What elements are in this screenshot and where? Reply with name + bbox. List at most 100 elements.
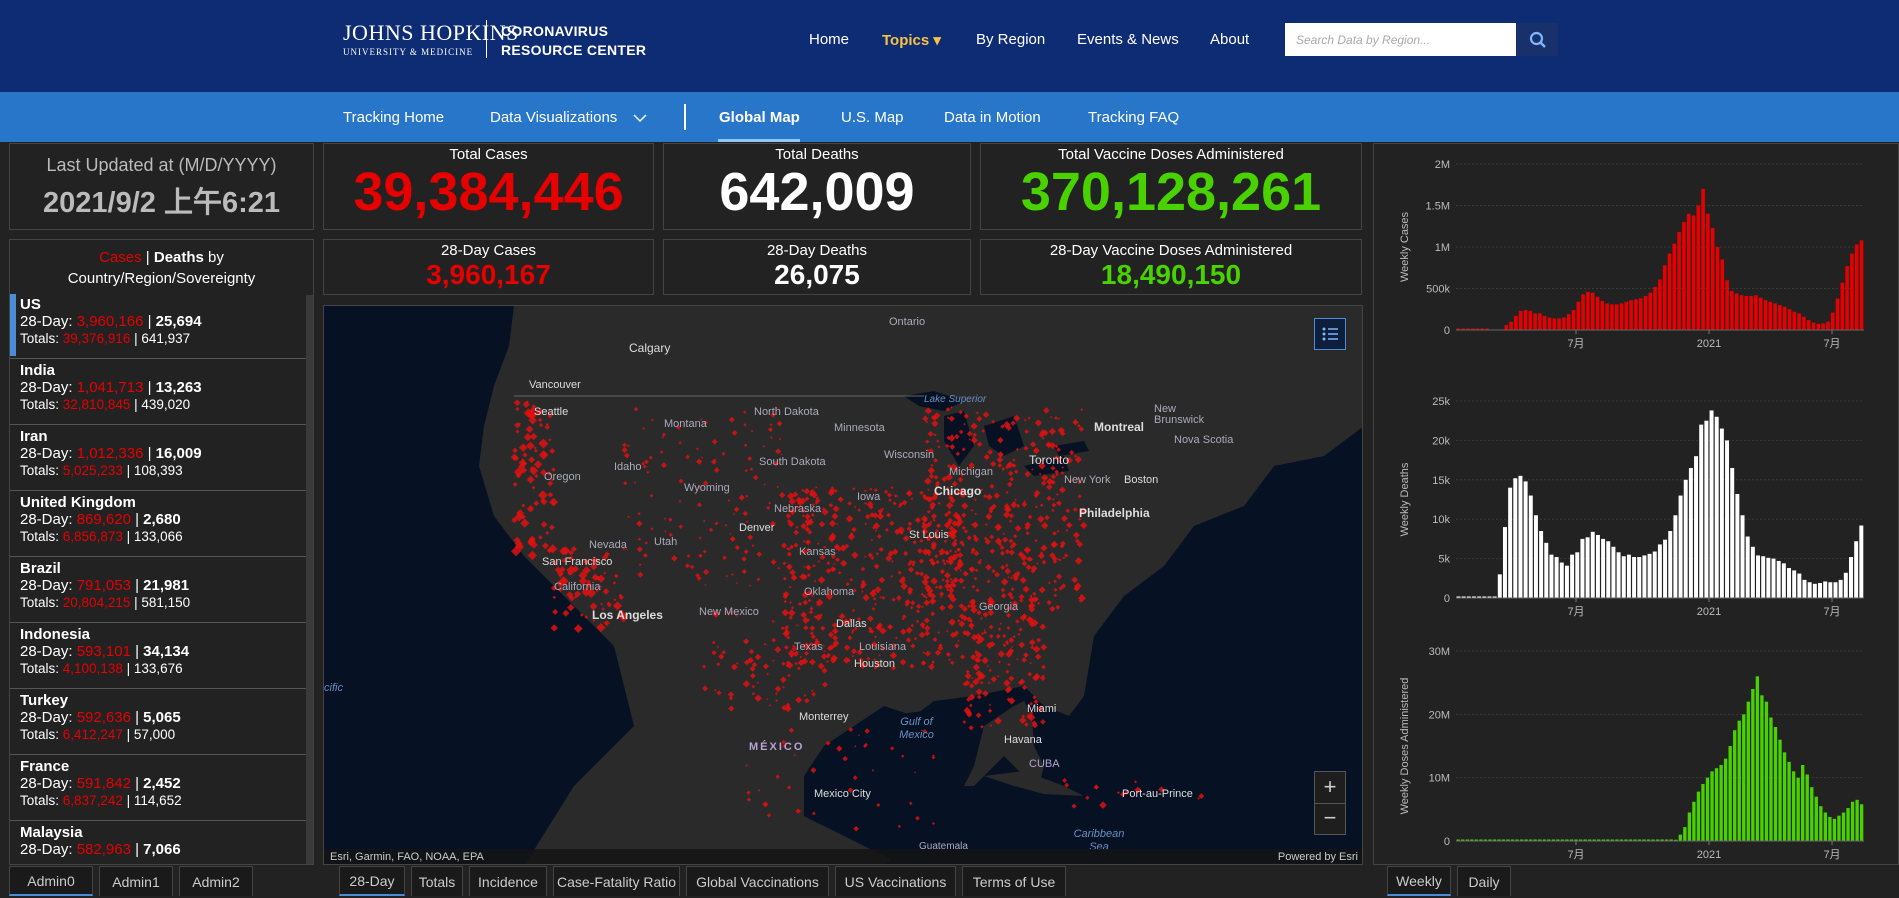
case-marker[interactable]	[907, 521, 913, 527]
chart-bar[interactable]	[1855, 799, 1859, 841]
case-marker[interactable]	[552, 560, 558, 566]
case-marker[interactable]	[802, 616, 810, 624]
case-marker[interactable]	[805, 564, 812, 571]
case-marker[interactable]	[816, 542, 820, 545]
search-button[interactable]	[1517, 23, 1558, 56]
case-marker[interactable]	[621, 446, 628, 454]
case-marker[interactable]	[1014, 469, 1019, 474]
chart-bar[interactable]	[1807, 582, 1812, 598]
chart-bar[interactable]	[1814, 796, 1818, 841]
map-canvas[interactable]	[324, 306, 1363, 865]
country-list-item[interactable]: Indonesia 28-Day: 593,101 | 34,134 Totals:…	[10, 623, 310, 689]
case-marker[interactable]	[830, 657, 837, 664]
case-marker[interactable]	[808, 609, 814, 615]
case-marker[interactable]	[922, 594, 927, 598]
chart-bar[interactable]	[1667, 253, 1672, 330]
case-marker[interactable]	[863, 489, 867, 493]
case-marker[interactable]	[782, 685, 785, 689]
case-marker[interactable]	[977, 560, 982, 565]
case-marker[interactable]	[774, 685, 782, 693]
case-marker[interactable]	[592, 619, 596, 623]
case-marker[interactable]	[721, 451, 726, 456]
subnav-data-visualizations[interactable]: Data Visualizations	[490, 109, 618, 126]
powered-by-esri[interactable]: Powered by Esri	[1277, 851, 1358, 863]
case-marker[interactable]	[948, 587, 955, 594]
case-marker[interactable]	[925, 596, 928, 599]
case-marker[interactable]	[1124, 790, 1130, 795]
case-marker[interactable]	[782, 576, 787, 581]
case-marker[interactable]	[864, 522, 868, 526]
chart-bar[interactable]	[1590, 531, 1595, 598]
case-marker[interactable]	[1011, 607, 1016, 612]
case-marker[interactable]	[832, 505, 840, 513]
subnav-us-map[interactable]: U.S. Map	[841, 109, 904, 126]
case-marker[interactable]	[887, 624, 892, 629]
case-marker[interactable]	[725, 575, 729, 578]
case-marker[interactable]	[1019, 598, 1024, 603]
tab-case-fatality-ratio[interactable]: Case-Fatality Ratio	[553, 866, 680, 896]
case-marker[interactable]	[618, 593, 623, 598]
chart-bar[interactable]	[1805, 774, 1809, 842]
case-marker[interactable]	[945, 652, 951, 657]
case-marker[interactable]	[525, 400, 529, 404]
case-marker[interactable]	[1010, 576, 1013, 580]
chart-bar[interactable]	[1705, 777, 1710, 841]
case-marker[interactable]	[952, 577, 959, 584]
case-marker[interactable]	[950, 406, 953, 409]
case-marker[interactable]	[1085, 795, 1090, 800]
case-marker[interactable]	[1017, 632, 1021, 636]
case-marker[interactable]	[1079, 507, 1088, 515]
case-marker[interactable]	[1006, 626, 1011, 630]
case-marker[interactable]	[1050, 479, 1056, 485]
case-marker[interactable]	[603, 571, 607, 575]
case-marker[interactable]	[908, 559, 913, 565]
chart-bar[interactable]	[1678, 495, 1683, 598]
chart-bar[interactable]	[1837, 815, 1841, 841]
case-marker[interactable]	[711, 650, 717, 656]
case-marker[interactable]	[558, 585, 563, 589]
case-marker[interactable]	[756, 551, 762, 557]
chart-bar[interactable]	[1733, 730, 1737, 841]
case-marker[interactable]	[974, 498, 977, 502]
case-marker[interactable]	[929, 504, 935, 511]
case-marker[interactable]	[911, 563, 916, 567]
case-marker[interactable]	[788, 615, 793, 620]
case-marker[interactable]	[780, 453, 783, 456]
case-marker[interactable]	[850, 631, 854, 635]
case-marker[interactable]	[726, 611, 729, 615]
case-marker[interactable]	[821, 667, 828, 674]
chart-bar[interactable]	[1547, 317, 1552, 330]
case-marker[interactable]	[1038, 462, 1046, 470]
case-marker[interactable]	[1054, 416, 1058, 421]
case-marker[interactable]	[900, 582, 908, 591]
case-marker[interactable]	[890, 665, 897, 671]
case-marker[interactable]	[540, 468, 548, 476]
case-marker[interactable]	[1055, 493, 1059, 496]
case-marker[interactable]	[784, 627, 788, 632]
case-marker[interactable]	[1037, 705, 1044, 712]
chart-bar[interactable]	[1819, 806, 1823, 841]
case-marker[interactable]	[1017, 551, 1025, 558]
chart-bar[interactable]	[1549, 554, 1554, 598]
case-marker[interactable]	[623, 481, 628, 486]
case-marker[interactable]	[902, 614, 907, 619]
chart-bar[interactable]	[1614, 304, 1619, 330]
case-marker[interactable]	[1059, 544, 1065, 549]
case-marker[interactable]	[810, 634, 816, 640]
chart-bar[interactable]	[1672, 243, 1677, 330]
case-marker[interactable]	[573, 624, 583, 634]
case-marker[interactable]	[770, 412, 776, 418]
chart-bar[interactable]	[1611, 546, 1616, 598]
case-marker[interactable]	[778, 437, 782, 441]
case-marker[interactable]	[1013, 414, 1021, 422]
legend-button[interactable]	[1314, 318, 1346, 350]
chart-bar[interactable]	[1838, 579, 1843, 598]
chart-bar[interactable]	[1728, 746, 1732, 841]
case-marker[interactable]	[756, 577, 761, 582]
case-marker[interactable]	[803, 487, 811, 495]
case-marker[interactable]	[932, 637, 938, 642]
case-marker[interactable]	[853, 825, 859, 832]
case-marker[interactable]	[1007, 697, 1016, 705]
case-marker[interactable]	[751, 684, 756, 689]
chart-bar[interactable]	[1740, 515, 1745, 598]
